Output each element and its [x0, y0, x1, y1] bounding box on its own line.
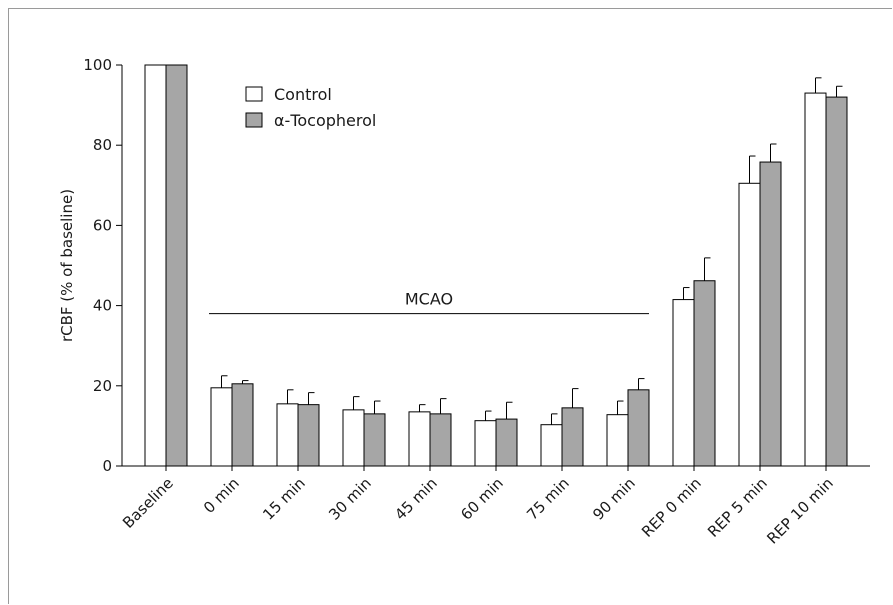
legend-swatch-alpha-tocopherol — [245, 112, 263, 128]
y-tick-label: 0 — [102, 457, 112, 475]
plot-area: 0 20 40 60 80 100 Baseline 0 min 15 min 30 min 45… — [83, 56, 870, 548]
legend-label-control: Control — [274, 85, 332, 104]
bar-alpha-tocopherol — [759, 161, 782, 467]
bar-alpha-tocopherol — [231, 383, 254, 467]
x-tick-label: REP 0 min — [638, 474, 705, 541]
bar-control — [738, 182, 761, 467]
y-tick-label: 40 — [93, 297, 112, 315]
y-tick-label: 20 — [93, 377, 112, 395]
bar-alpha-tocopherol — [429, 413, 452, 467]
figure-frame — [8, 8, 892, 604]
y-tick-label: 100 — [83, 56, 112, 74]
bar-control — [210, 387, 233, 467]
x-tick-label: REP 5 min — [704, 474, 771, 541]
bar-control — [672, 299, 695, 467]
bars-group — [144, 64, 848, 467]
bar-alpha-tocopherol — [363, 413, 386, 467]
legend-swatch-control — [245, 86, 263, 102]
bar-alpha-tocopherol — [561, 407, 584, 467]
x-ticks-group: Baseline 0 min 15 min 30 min 45 min 60 min 75 … — [119, 466, 837, 548]
bar-control — [606, 414, 629, 467]
legend: Control α-Tocopherol — [245, 85, 376, 130]
y-tick-label: 80 — [93, 136, 112, 154]
bar-alpha-tocopherol — [297, 404, 320, 467]
bar-alpha-tocopherol — [495, 418, 518, 467]
y-axis-label: rCBF (% of baseline) — [58, 189, 76, 342]
x-tick-label: 60 min — [457, 474, 507, 524]
x-tick-label: 45 min — [391, 474, 441, 524]
x-tick-label: 90 min — [589, 474, 639, 524]
mcao-annotation: MCAO — [209, 290, 649, 315]
bar-control — [342, 409, 365, 467]
x-tick-label: 0 min — [200, 474, 243, 517]
bar-alpha-tocopherol — [627, 389, 650, 467]
bar-control — [144, 64, 167, 467]
x-tick-label: 30 min — [325, 474, 375, 524]
bar-alpha-tocopherol — [693, 280, 716, 467]
x-tick-label: Baseline — [119, 474, 177, 532]
bar-control — [540, 424, 563, 467]
y-ticks-group: 0 20 40 60 80 100 — [83, 56, 122, 475]
mcao-label: MCAO — [405, 290, 453, 309]
x-tick-label: 15 min — [259, 474, 309, 524]
bar-control — [474, 420, 497, 467]
y-tick-label: 60 — [93, 216, 112, 234]
bar-control — [804, 92, 827, 467]
x-tick-label: REP 10 min — [763, 474, 836, 547]
bar-control — [408, 411, 431, 467]
error-bars-group — [221, 77, 843, 425]
bar-control — [276, 403, 299, 467]
x-tick-label: 75 min — [523, 474, 573, 524]
legend-label-alpha-tocopherol: α-Tocopherol — [274, 111, 376, 130]
bar-alpha-tocopherol — [165, 64, 188, 467]
bar-alpha-tocopherol — [825, 96, 848, 467]
